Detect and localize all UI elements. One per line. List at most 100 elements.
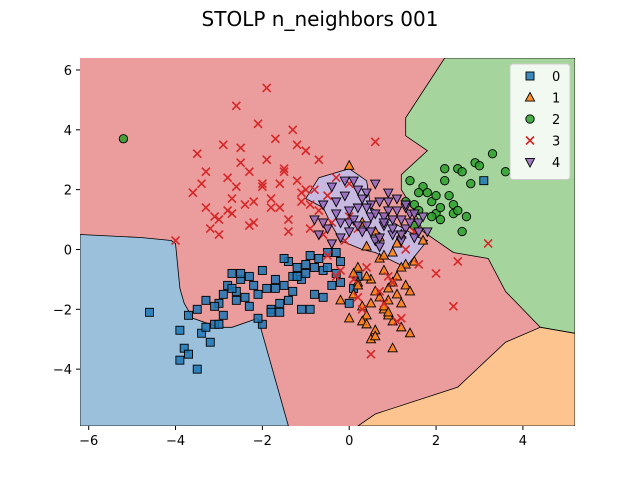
data-point-class-4 bbox=[361, 188, 372, 199]
data-point-class-0 bbox=[292, 271, 302, 281]
data-point-class-3 bbox=[231, 101, 241, 111]
data-point-class-4 bbox=[378, 218, 390, 229]
data-point-class-4 bbox=[352, 221, 364, 232]
data-point-class-1 bbox=[369, 330, 381, 341]
data-point-class-3 bbox=[383, 271, 393, 281]
data-point-class-3 bbox=[414, 259, 424, 270]
data-point-class-1 bbox=[387, 246, 398, 257]
data-point-class-3 bbox=[283, 214, 293, 225]
data-point-class-4 bbox=[339, 176, 351, 187]
legend-marker bbox=[524, 157, 536, 168]
data-point-class-3 bbox=[279, 164, 289, 174]
data-point-class-4 bbox=[374, 233, 385, 244]
data-point-class-1 bbox=[391, 288, 403, 299]
data-point-class-0 bbox=[344, 298, 354, 308]
data-point-class-4 bbox=[326, 182, 338, 193]
data-point-class-1 bbox=[361, 318, 372, 329]
data-point-class-0 bbox=[336, 256, 345, 266]
data-point-class-3 bbox=[362, 262, 372, 272]
data-point-class-4 bbox=[369, 179, 381, 190]
data-point-class-1 bbox=[378, 264, 390, 275]
data-point-class-0 bbox=[240, 292, 250, 302]
data-point-class-3 bbox=[331, 271, 341, 281]
x-tick-label: −4 bbox=[166, 434, 185, 449]
data-point-class-3 bbox=[314, 206, 324, 216]
data-point-class-2 bbox=[414, 187, 424, 198]
data-point-class-4 bbox=[339, 191, 351, 202]
data-point-class-1 bbox=[400, 279, 412, 290]
data-point-class-3 bbox=[257, 182, 267, 192]
data-point-class-0 bbox=[244, 301, 254, 311]
data-point-class-4 bbox=[374, 242, 385, 253]
data-point-class-0 bbox=[231, 295, 241, 305]
data-point-class-2 bbox=[118, 134, 129, 144]
data-point-class-2 bbox=[440, 164, 450, 174]
data-point-class-0 bbox=[175, 325, 185, 335]
data-point-class-1 bbox=[343, 312, 355, 323]
data-point-class-1 bbox=[395, 261, 407, 272]
y-tick-label: 4 bbox=[64, 124, 72, 139]
data-point-class-3 bbox=[214, 214, 224, 225]
data-point-class-0 bbox=[314, 254, 324, 263]
data-point-class-2 bbox=[440, 176, 450, 186]
data-point-class-3 bbox=[262, 155, 272, 165]
data-point-class-4 bbox=[361, 203, 372, 214]
data-point-class-2 bbox=[487, 149, 498, 159]
data-point-class-1 bbox=[387, 342, 398, 353]
data-point-class-4 bbox=[335, 218, 346, 229]
data-point-class-1 bbox=[365, 297, 377, 308]
data-point-class-1 bbox=[391, 270, 403, 281]
data-point-class-3 bbox=[401, 244, 411, 255]
data-point-class-1 bbox=[404, 327, 416, 338]
data-point-class-3 bbox=[236, 158, 246, 168]
data-point-class-4 bbox=[408, 209, 420, 220]
data-point-class-4 bbox=[313, 230, 325, 241]
x-tick-label: −6 bbox=[79, 434, 98, 449]
data-point-class-3 bbox=[205, 223, 215, 234]
data-point-class-2 bbox=[500, 167, 511, 177]
data-point-class-3 bbox=[366, 349, 376, 359]
data-point-class-0 bbox=[227, 283, 237, 293]
data-point-class-0 bbox=[305, 251, 315, 260]
data-point-class-4 bbox=[395, 215, 407, 226]
data-point-class-0 bbox=[301, 268, 311, 278]
data-point-class-0 bbox=[236, 268, 246, 278]
data-point-class-4 bbox=[361, 221, 372, 232]
data-point-class-4 bbox=[317, 218, 329, 229]
legend-entry-1: 1 bbox=[524, 92, 560, 107]
data-point-class-4 bbox=[317, 200, 329, 211]
data-point-class-3 bbox=[335, 265, 346, 275]
data-point-class-3 bbox=[223, 206, 233, 216]
data-point-class-2 bbox=[422, 187, 433, 198]
data-point-class-3 bbox=[214, 229, 224, 240]
data-point-class-3 bbox=[197, 179, 207, 189]
data-point-class-2 bbox=[466, 179, 476, 189]
data-point-class-0 bbox=[192, 364, 202, 374]
y-tick-label: −4 bbox=[53, 363, 72, 378]
data-point-class-0 bbox=[283, 295, 293, 305]
y-tick-label: −2 bbox=[53, 303, 72, 318]
data-point-class-0 bbox=[244, 271, 254, 281]
legend-label: 0 bbox=[552, 70, 560, 85]
data-point-class-3 bbox=[392, 316, 402, 326]
data-point-class-3 bbox=[244, 167, 254, 177]
data-point-class-4 bbox=[408, 233, 420, 244]
data-point-class-0 bbox=[175, 355, 185, 365]
axes: −6 −4 −2 0 2 4 −4 −2 0 2 4 6 bbox=[53, 64, 527, 449]
data-point-class-4 bbox=[343, 206, 355, 217]
data-point-class-3 bbox=[227, 209, 237, 219]
data-point-class-0 bbox=[266, 307, 276, 317]
data-point-class-0 bbox=[192, 304, 202, 314]
x-tick-label: −2 bbox=[253, 434, 272, 449]
data-point-class-4 bbox=[413, 218, 425, 229]
data-point-class-3 bbox=[257, 179, 267, 189]
data-point-class-3 bbox=[370, 137, 380, 147]
data-point-class-3 bbox=[301, 146, 311, 156]
chart-title: STOLP n_neighbors 001 bbox=[202, 7, 439, 31]
data-point-class-3 bbox=[453, 256, 463, 267]
legend-entry-4: 4 bbox=[524, 156, 560, 171]
data-point-class-2 bbox=[431, 190, 441, 201]
data-point-class-4 bbox=[330, 209, 342, 220]
data-point-class-3 bbox=[262, 83, 272, 93]
